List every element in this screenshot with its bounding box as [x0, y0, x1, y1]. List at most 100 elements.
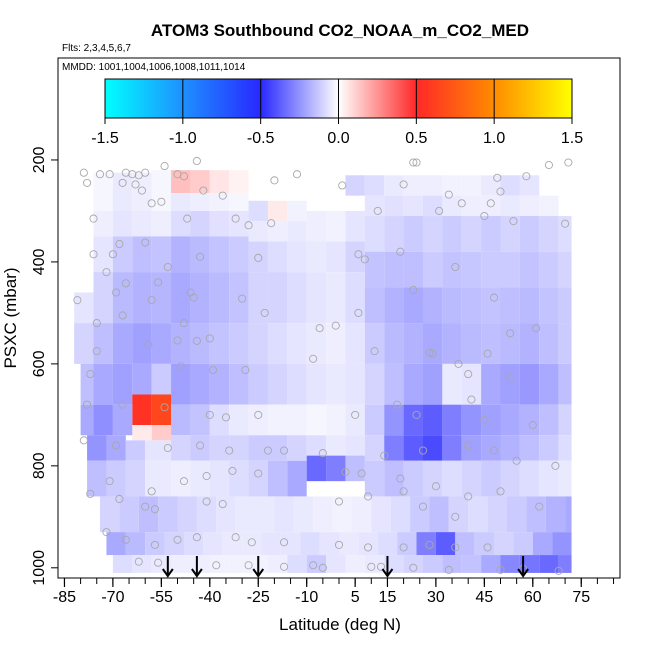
heatmap-cell [326, 210, 346, 242]
heatmap-cell [287, 323, 307, 364]
heatmap-cell [306, 435, 327, 461]
dates-label: MMDD: 1001,1004,1006,1008,1011,1014 [62, 62, 246, 73]
sample-point [141, 502, 150, 511]
heatmap-cell [435, 532, 456, 556]
heatmap-cell [500, 404, 520, 436]
heatmap-cell [364, 363, 385, 405]
heatmap-cell [351, 496, 372, 533]
sample-point [280, 446, 289, 455]
heatmap-cell [558, 435, 572, 461]
sample-point [108, 250, 117, 259]
y-tick-label: 1000 [31, 550, 48, 586]
sample-point [141, 238, 150, 247]
chart-title: ATOM3 Southbound CO2_NOAA_m_CO2_MED [151, 21, 529, 40]
sample-point [105, 477, 114, 486]
sample-point [464, 492, 473, 501]
sample-point [360, 255, 369, 264]
heatmap-cell [539, 251, 559, 288]
heatmap-cell [422, 363, 443, 405]
sample-point [489, 446, 499, 455]
heatmap-cell [274, 496, 294, 533]
sample-point [112, 441, 121, 450]
heatmap-cell [106, 532, 126, 556]
colorbar-tick-label: -1.0 [169, 130, 197, 147]
heatmap-cell [164, 532, 184, 556]
heatmap-cell [461, 175, 482, 196]
arrow-markers [162, 556, 529, 578]
sample-point [163, 262, 172, 272]
heatmap-cell [390, 496, 411, 533]
sample-point [396, 247, 405, 256]
sample-point [451, 512, 460, 521]
heatmap-cell [171, 193, 191, 211]
heatmap-cell [481, 363, 501, 405]
y-tick-label: 600 [31, 350, 48, 377]
colorbar-tick-label: 0.5 [405, 130, 427, 147]
heatmap-cell [112, 210, 133, 237]
heatmap-cell [132, 394, 152, 426]
heatmap-cell [306, 363, 327, 405]
heatmap-cell [222, 532, 243, 556]
heatmap-cell [422, 251, 443, 288]
heatmap-cell [93, 236, 113, 273]
heatmap-cell [519, 216, 540, 252]
heatmap-cell [384, 555, 404, 573]
sample-point [115, 494, 124, 504]
heatmap-cell [461, 323, 482, 364]
heatmap-cell [345, 323, 365, 364]
sample-point [192, 156, 201, 166]
heatmap-cell [242, 532, 262, 556]
sample-point [254, 469, 263, 478]
heatmap-cell [138, 496, 159, 533]
sample-point [506, 329, 515, 338]
sample-point [147, 487, 156, 496]
heatmap-cell [500, 175, 520, 196]
sample-point [121, 279, 130, 288]
sample-point [531, 324, 541, 333]
sample-point [173, 336, 182, 345]
heatmap-cell [442, 404, 462, 436]
heatmap-cell [500, 195, 520, 217]
heatmap-cell [248, 460, 268, 497]
heatmap-cell [80, 363, 94, 405]
heatmap-cell [500, 323, 520, 364]
sample-points [73, 156, 573, 575]
heatmap-cell [422, 555, 443, 573]
sample-point [102, 268, 111, 277]
sample-point [396, 474, 405, 483]
sample-point [309, 354, 318, 363]
sample-point [131, 180, 140, 189]
heatmap-cell [145, 532, 165, 556]
heatmap-cell [332, 496, 352, 533]
heatmap-cell [287, 272, 307, 324]
sample-point [260, 308, 269, 317]
heatmap-cell [171, 460, 191, 497]
heatmap-cell [526, 496, 546, 533]
sample-point [263, 446, 272, 455]
heatmap-cell [229, 170, 249, 194]
sample-point [228, 466, 237, 475]
heatmap-cell [132, 425, 152, 441]
x-tick-label: -55 [150, 589, 173, 606]
sample-point [280, 538, 289, 547]
heatmap-cell [448, 496, 469, 533]
sample-point [509, 217, 518, 226]
heatmap-cell [112, 172, 133, 211]
sample-point [334, 497, 344, 506]
heatmap-cell [403, 363, 423, 405]
heatmap-cell [287, 460, 307, 497]
heatmap-cell [190, 460, 210, 497]
sample-point [105, 170, 114, 179]
heatmap-cell [461, 363, 482, 405]
heatmap-cell [287, 555, 307, 573]
heatmap-cell [151, 170, 172, 211]
heatmap-cell [190, 323, 210, 364]
heatmap-cell [513, 532, 533, 556]
heatmap-cell [345, 404, 365, 436]
heatmap-cell [539, 363, 559, 405]
heatmap-cell [132, 172, 152, 211]
heatmap-cell [474, 532, 495, 556]
sample-point [121, 535, 130, 544]
sample-point [451, 543, 460, 552]
sample-point [150, 540, 159, 549]
